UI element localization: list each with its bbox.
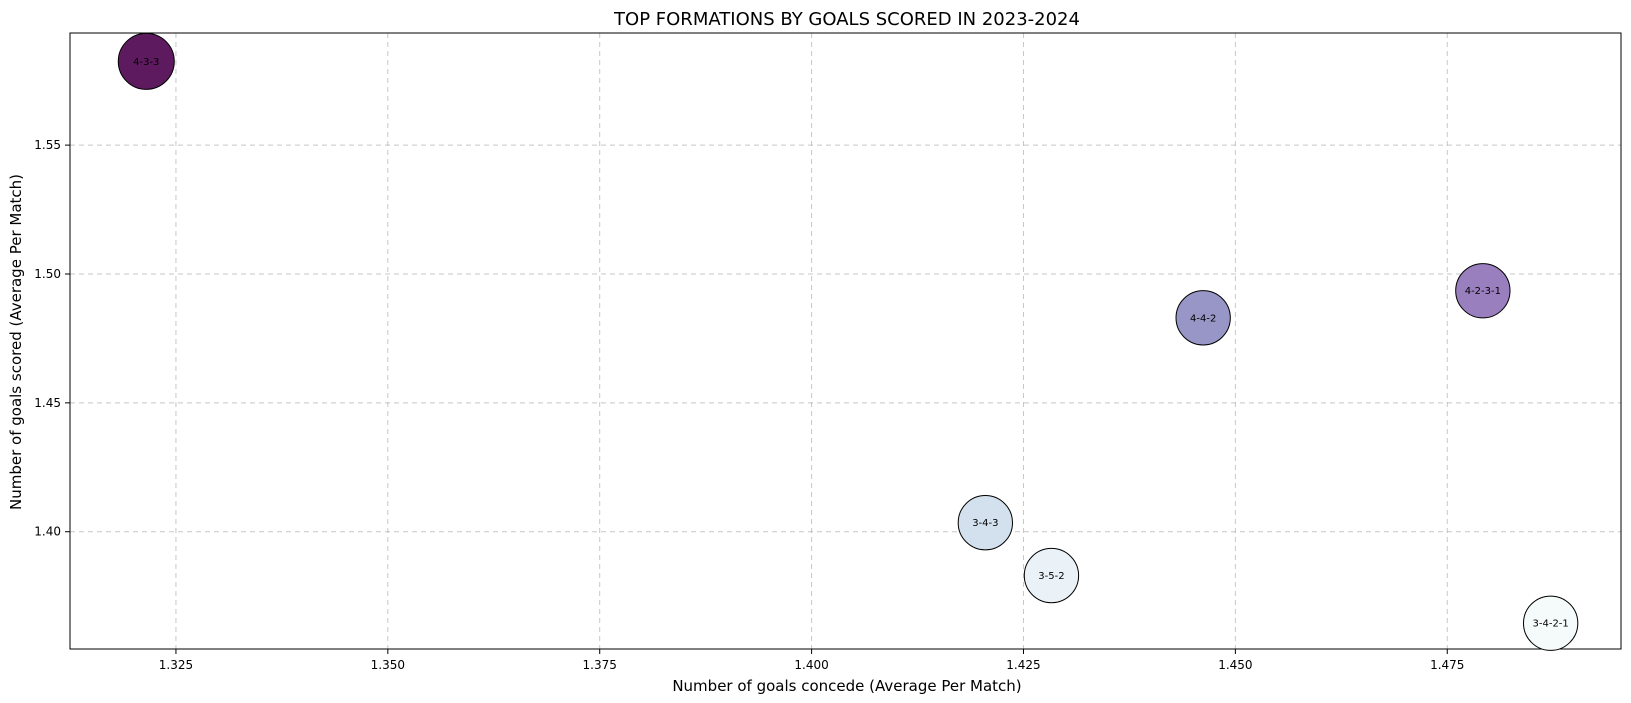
x-tick-label: 1.475	[1430, 658, 1464, 672]
grid-layer	[70, 33, 1621, 649]
y-tick-label: 1.45	[34, 396, 61, 410]
x-axis-ticks: 1.325 1.350 1.375 1.400 1.425 1.450 1.475	[159, 649, 1464, 672]
x-tick-label: 1.400	[794, 658, 828, 672]
plot-frame	[69, 32, 1622, 650]
bubble-label: 4-4-2	[1190, 313, 1216, 324]
x-tick-label: 1.325	[159, 658, 193, 672]
y-axis-label: Number of goals scored (Average Per Matc…	[7, 174, 25, 510]
bubble-label: 4-3-3	[133, 57, 159, 68]
bubble-label: 3-5-2	[1038, 571, 1064, 582]
bubble-label: 3-4-3	[972, 518, 998, 529]
y-tick-label: 1.55	[34, 138, 61, 152]
bubble-marker	[1023, 547, 1080, 604]
x-tick-label: 1.450	[1218, 658, 1252, 672]
bubble-marker	[1455, 263, 1511, 319]
bubble-4-3-3: 4-3-3	[117, 32, 175, 90]
bubble-marker	[1175, 290, 1231, 346]
bubble-3-4-3: 3-4-3	[957, 495, 1014, 551]
bubble-marker	[1522, 595, 1579, 651]
x-tick-label: 1.350	[371, 658, 405, 672]
bubble-3-5-2: 3-5-2	[1023, 547, 1080, 604]
y-tick-label: 1.50	[34, 267, 61, 281]
y-axis-ticks: 1.40 1.45 1.50 1.55	[34, 138, 70, 539]
bubble-4-4-2: 4-4-2	[1175, 290, 1231, 346]
bubble-3-4-2-1: 3-4-2-1	[1522, 595, 1579, 651]
bubble-marker	[957, 495, 1014, 551]
chart-title: TOP FORMATIONS BY GOALS SCORED IN 2023-2…	[613, 9, 1080, 30]
y-tick-label: 1.40	[34, 525, 61, 539]
bubble-label: 4-2-3-1	[1465, 286, 1501, 297]
bubble-4-2-3-1: 4-2-3-1	[1455, 263, 1511, 319]
x-axis-label: Number of goals concede (Average Per Mat…	[672, 677, 1021, 695]
x-tick-label: 1.425	[1006, 658, 1040, 672]
bubble-layer: 4-3-3 4-2-3-1 4-4-2 3-4-3 3-5-2 3-4-2-1	[117, 32, 1579, 651]
bubble-marker	[117, 32, 175, 90]
bubble-label: 3-4-2-1	[1533, 619, 1569, 630]
x-tick-label: 1.375	[583, 658, 617, 672]
